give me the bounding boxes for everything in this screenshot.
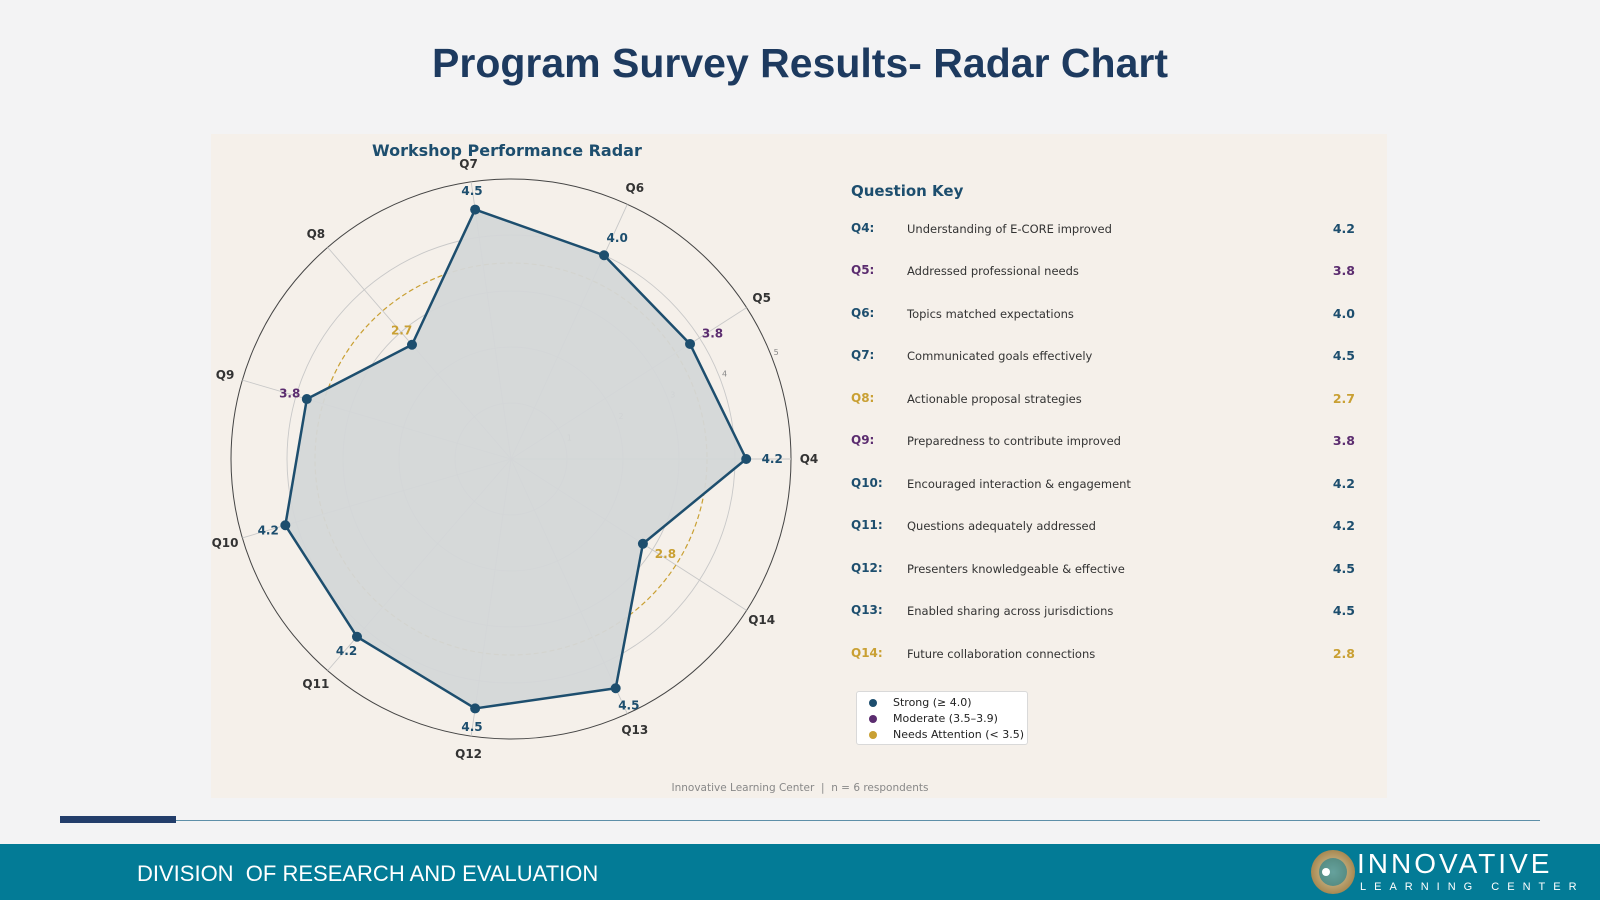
attention-dot-icon — [869, 731, 877, 739]
value-label: 4.0 — [607, 231, 628, 245]
key-row-q5: Q5: Addressed professional needs 3.8 — [851, 263, 1355, 283]
logo-mark-icon — [1311, 850, 1355, 894]
key-score: 3.8 — [1332, 263, 1355, 278]
radial-tick-label: 5 — [774, 348, 779, 357]
key-score: 4.2 — [1332, 518, 1355, 533]
key-text: Encouraged interaction & engagement — [907, 477, 1131, 491]
category-label: Q4 — [800, 452, 819, 466]
key-row-q4: Q4: Understanding of E-CORE improved 4.2 — [851, 221, 1355, 241]
category-label: Q6 — [626, 181, 645, 195]
key-score: 2.7 — [1332, 391, 1355, 406]
key-score: 4.2 — [1332, 221, 1355, 236]
logo-subtitle: LEARNING CENTER — [1360, 881, 1585, 893]
key-row-q9: Q9: Preparedness to contribute improved 3.… — [851, 433, 1355, 453]
page-title: Program Survey Results- Radar Chart — [432, 40, 1168, 86]
value-label: 3.8 — [702, 327, 723, 341]
value-label: 4.5 — [618, 699, 639, 713]
key-code: Q7: — [851, 348, 875, 362]
divider-line — [176, 820, 1540, 821]
legend-label: Strong (≥ 4.0) — [893, 696, 972, 709]
key-text: Presenters knowledgeable & effective — [907, 562, 1125, 576]
key-row-q12: Q12: Presenters knowledgeable & effective… — [851, 561, 1355, 581]
data-point — [470, 204, 481, 215]
key-row-q6: Q6: Topics matched expectations 4.0 — [851, 306, 1355, 326]
value-label: 2.7 — [391, 323, 412, 337]
data-point — [406, 339, 417, 350]
legend: Strong (≥ 4.0) Moderate (3.5–3.9) Needs … — [856, 691, 1028, 745]
key-code: Q11: — [851, 518, 883, 532]
category-label: Q11 — [302, 677, 329, 691]
value-label: 2.8 — [655, 547, 676, 561]
key-text: Preparedness to contribute improved — [907, 434, 1121, 448]
key-score: 2.8 — [1332, 646, 1355, 661]
category-label: Q14 — [748, 613, 775, 627]
key-code: Q6: — [851, 306, 875, 320]
key-code: Q5: — [851, 263, 875, 277]
key-row-q11: Q11: Questions adequately addressed 4.2 — [851, 518, 1355, 538]
key-score: 4.2 — [1332, 476, 1355, 491]
value-label: 3.8 — [279, 387, 300, 401]
logo-wordmark: INNOVATIVE — [1357, 848, 1553, 879]
value-label: 4.2 — [336, 644, 357, 658]
value-label: 4.2 — [762, 452, 783, 466]
data-point — [610, 683, 621, 694]
key-row-q14: Q14: Future collaboration connections 2.8 — [851, 646, 1355, 666]
moderate-dot-icon — [869, 715, 877, 723]
legend-label: Moderate (3.5–3.9) — [893, 712, 998, 725]
key-code: Q9: — [851, 433, 875, 447]
division-name: DIVISION OF RESEARCH AND EVALUATION — [137, 861, 599, 886]
data-point — [351, 631, 362, 642]
category-label: Q12 — [455, 747, 482, 761]
key-code: Q10: — [851, 476, 883, 490]
key-text: Communicated goals effectively — [907, 349, 1093, 363]
key-text: Understanding of E-CORE improved — [907, 222, 1112, 236]
data-point — [741, 454, 752, 464]
key-text: Future collaboration connections — [907, 647, 1096, 661]
key-score: 4.5 — [1332, 348, 1355, 363]
data-polygon — [284, 208, 748, 710]
key-code: Q8: — [851, 391, 875, 405]
key-text: Topics matched expectations — [907, 307, 1074, 321]
key-row-q8: Q8: Actionable proposal strategies 2.7 — [851, 391, 1355, 411]
key-code: Q13: — [851, 603, 883, 617]
data-point — [599, 250, 610, 261]
key-score: 4.5 — [1332, 561, 1355, 576]
data-point — [470, 703, 481, 714]
category-label: Q9 — [216, 368, 235, 382]
chart-title: Workshop Performance Radar — [372, 141, 642, 160]
footnote: Innovative Learning Center | n = 6 respo… — [671, 782, 929, 794]
data-point — [685, 338, 696, 349]
accent-divider — [60, 816, 176, 823]
value-label: 4.5 — [461, 720, 482, 734]
key-code: Q4: — [851, 221, 875, 235]
data-point — [280, 520, 291, 531]
value-label: 4.5 — [461, 184, 482, 198]
key-score: 3.8 — [1332, 433, 1355, 448]
category-label: Q13 — [621, 723, 648, 737]
question-key-title: Question Key — [851, 182, 964, 200]
category-label: Q10 — [212, 536, 239, 550]
key-score: 4.0 — [1332, 306, 1355, 321]
category-label: Q7 — [459, 157, 478, 171]
radial-tick-label: 4 — [722, 369, 727, 378]
key-row-q7: Q7: Communicated goals effectively 4.5 — [851, 348, 1355, 368]
value-label: 4.2 — [258, 524, 279, 538]
key-code: Q14: — [851, 646, 883, 660]
legend-label: Needs Attention (< 3.5) — [893, 728, 1025, 741]
key-code: Q12: — [851, 561, 883, 575]
key-text: Questions adequately addressed — [907, 519, 1096, 533]
key-text: Addressed professional needs — [907, 264, 1079, 278]
key-row-q10: Q10: Encouraged interaction & engagement 4… — [851, 476, 1355, 496]
key-row-q13: Q13: Enabled sharing across jurisdictions… — [851, 603, 1355, 623]
key-text: Enabled sharing across jurisdictions — [907, 604, 1114, 618]
strong-dot-icon — [869, 699, 877, 707]
data-point — [637, 538, 648, 549]
footer-bar: DIVISION OF RESEARCH AND EVALUATION INNO… — [0, 844, 1600, 900]
key-score: 4.5 — [1332, 603, 1355, 618]
category-label: Q5 — [752, 291, 771, 305]
key-text: Actionable proposal strategies — [907, 392, 1082, 406]
category-label: Q8 — [307, 227, 326, 241]
data-point — [301, 394, 312, 405]
